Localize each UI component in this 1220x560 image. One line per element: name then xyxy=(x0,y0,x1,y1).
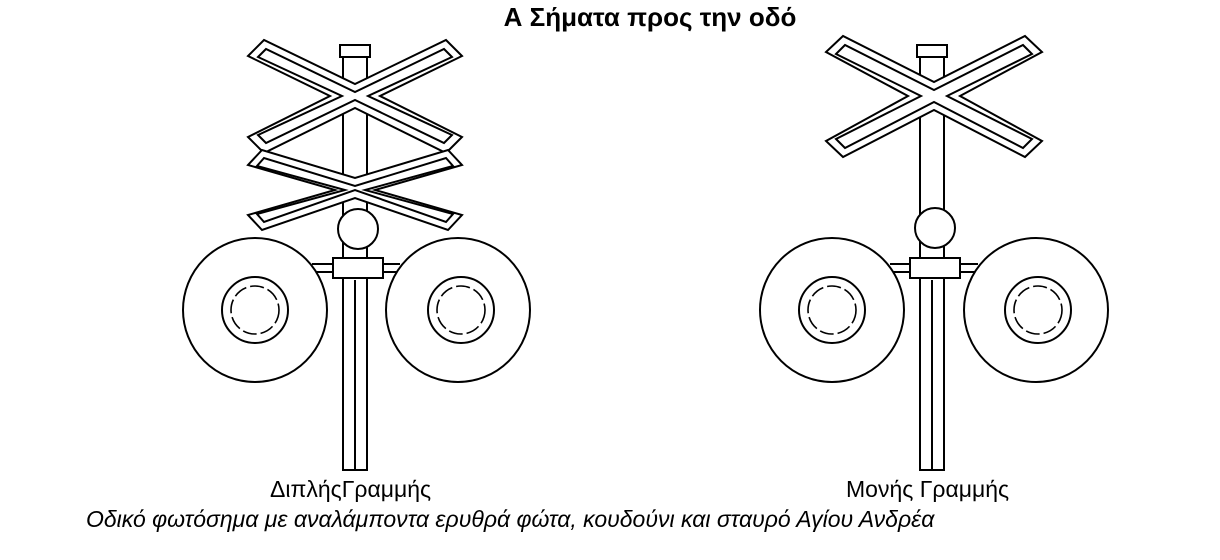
bell xyxy=(914,207,956,249)
bell xyxy=(337,208,379,250)
double-track-label: ΔιπλήςΓραμμής xyxy=(270,476,432,502)
single-track-label: Μονής Γραμμής xyxy=(846,476,1010,502)
light-bracket xyxy=(332,257,384,279)
right-flashing-light xyxy=(963,237,1109,383)
crossbuck xyxy=(824,34,1044,159)
pole-cap xyxy=(339,44,371,58)
upper-crossbuck xyxy=(246,38,464,155)
right-flashing-light xyxy=(385,237,531,383)
light-bracket xyxy=(909,257,961,279)
left-flashing-light xyxy=(182,237,328,383)
figure-caption: Οδικό φωτόσημα με αναλάμποντα ερυθρά φώτ… xyxy=(86,506,935,532)
single-track-signal xyxy=(759,34,1109,471)
diagram-title: Α Σήματα προς την οδό xyxy=(503,2,797,32)
double-track-signal xyxy=(182,38,531,471)
left-flashing-light xyxy=(759,237,905,383)
pole-cap xyxy=(916,44,948,58)
lower-crossbuck xyxy=(246,148,464,232)
